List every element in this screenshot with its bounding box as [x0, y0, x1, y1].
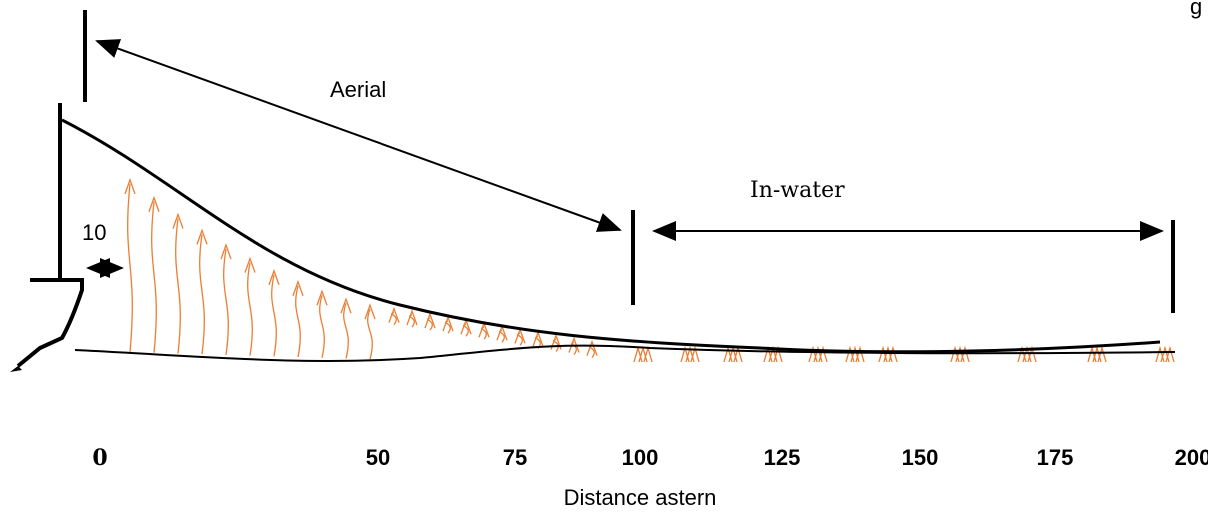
tuft-fork [568, 336, 580, 353]
x-tick-label: 100 [622, 445, 659, 470]
tuft [295, 285, 301, 358]
tuft-fork [340, 297, 352, 314]
hull-tip [10, 366, 22, 372]
tuft [319, 295, 325, 358]
tuft [343, 302, 349, 359]
hull [16, 278, 84, 368]
tuft-fork [244, 256, 256, 273]
tuft-fork [292, 279, 304, 297]
tuft-water [690, 345, 700, 363]
aerial-label: Aerial [330, 77, 386, 102]
tuft-water [818, 345, 828, 363]
x-tick-label: 175 [1037, 445, 1074, 470]
tuft [271, 274, 277, 357]
aerial-arrow [95, 39, 622, 232]
tuft [367, 308, 373, 360]
x-tick-label: 125 [764, 445, 801, 470]
x-tick-label: 0 [92, 445, 107, 471]
in-water-label: In-water [750, 178, 845, 203]
streamer-tufts [124, 177, 1175, 363]
tuft [175, 218, 181, 354]
tuft-fork [586, 339, 598, 356]
tuft [151, 201, 157, 353]
x-tick-label: 200 [1175, 445, 1208, 470]
x-tick-label: 150 [902, 445, 939, 470]
tuft-water [960, 345, 970, 363]
tuft-fork [424, 312, 436, 329]
tuft-fork [316, 289, 328, 306]
tuft [127, 183, 133, 353]
tuft-water [888, 345, 898, 363]
tuft-water [855, 345, 865, 363]
tuft [199, 234, 205, 355]
tuft [247, 262, 253, 356]
corner-fragment: g [1190, 0, 1202, 19]
tuft-water [1165, 345, 1175, 363]
offset-label: 10 [82, 220, 106, 245]
tuft-fork [406, 309, 418, 326]
tuft [223, 248, 229, 355]
tuft-fork [220, 243, 232, 260]
x-tick-label: 50 [366, 445, 390, 470]
axis-title: Distance astern [564, 485, 717, 510]
sea-surface [74, 344, 1176, 362]
x-tick-label: 75 [503, 445, 527, 470]
tuft-water [1097, 345, 1107, 363]
streamer-line [61, 118, 1161, 354]
tuft-fork [550, 333, 562, 350]
tuft-fork [364, 303, 376, 320]
tuft-fork [268, 268, 280, 286]
tuft-fork [388, 306, 400, 323]
